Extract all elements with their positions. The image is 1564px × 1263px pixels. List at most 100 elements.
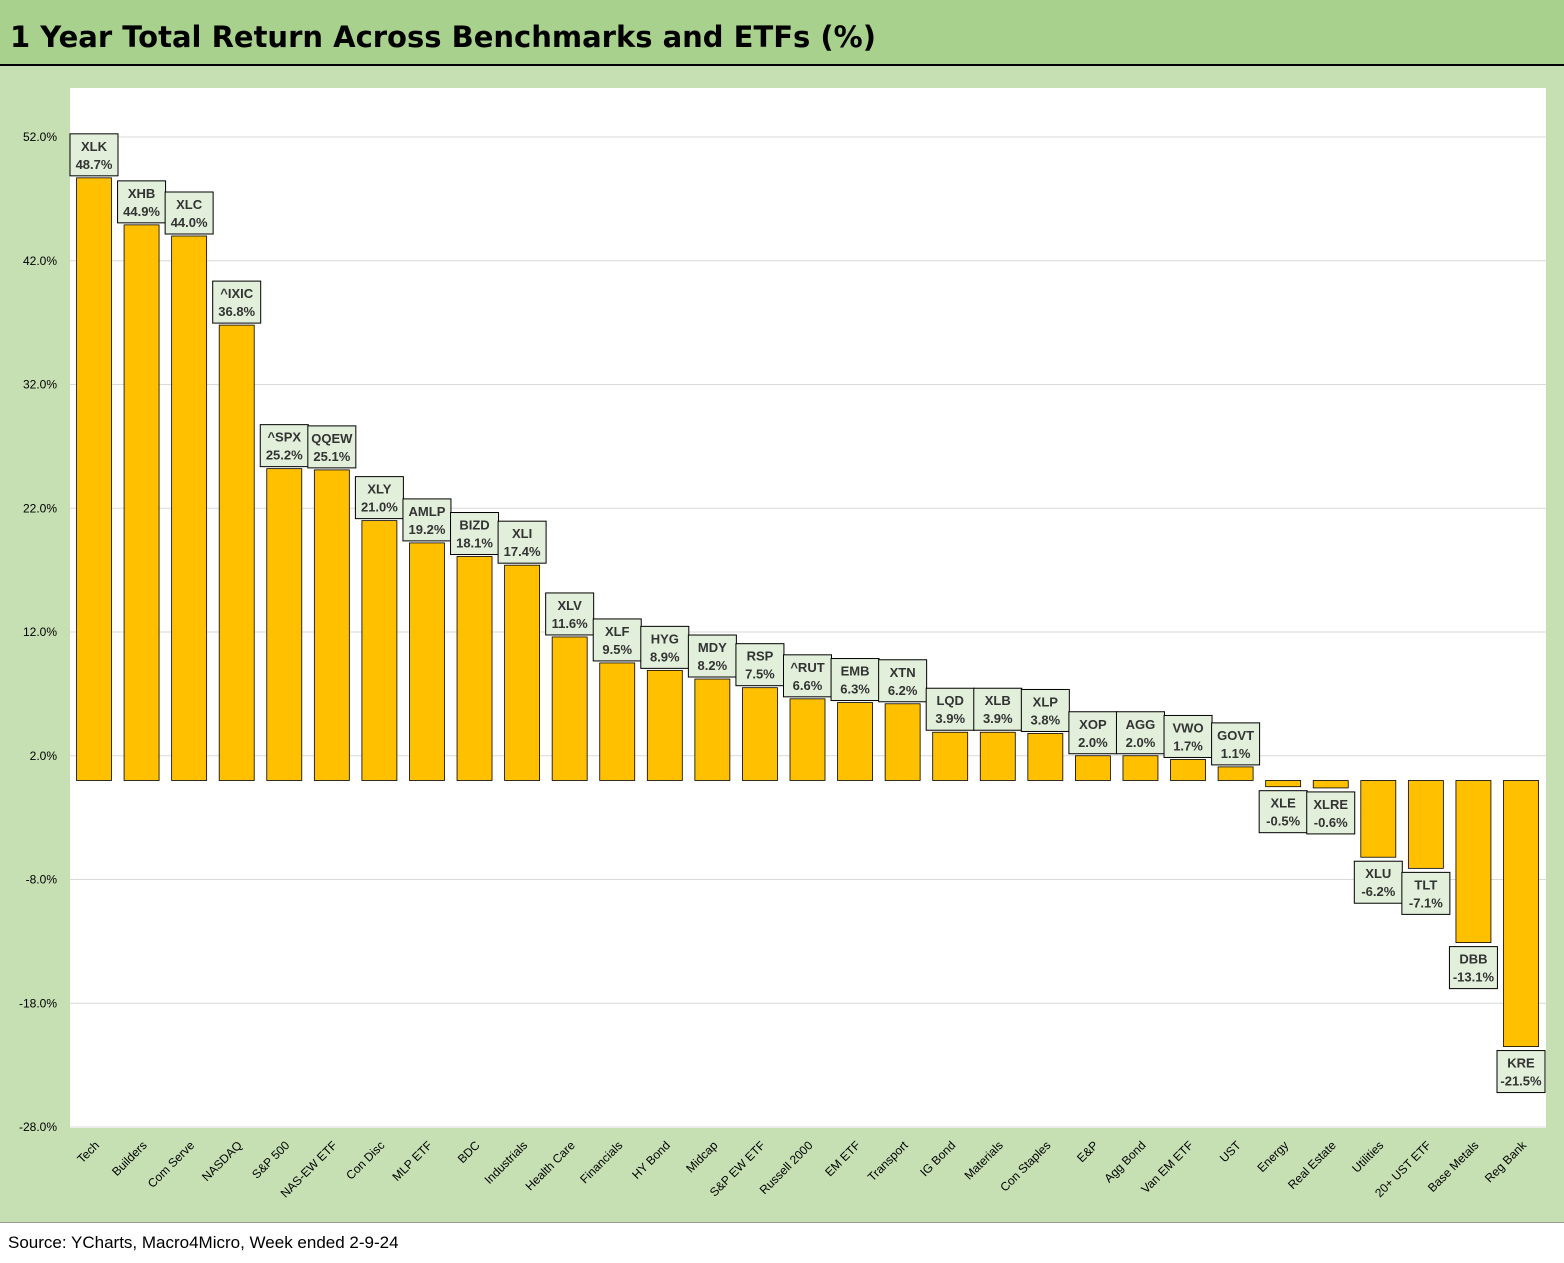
data-label: GOVT 1.1%: [1211, 722, 1261, 766]
bar: [1360, 780, 1397, 858]
y-tick-label: 12.0%: [23, 625, 57, 639]
y-tick-label: 2.0%: [30, 749, 58, 763]
ticker-label: XLC: [176, 197, 203, 212]
ticker-label: XLE: [1271, 796, 1297, 811]
data-label-box: [1401, 871, 1451, 915]
ticker-label: GOVT: [1217, 728, 1254, 743]
ticker-label: DBB: [1459, 952, 1487, 967]
data-label: XLE -0.5%: [1258, 790, 1308, 834]
bar: [313, 469, 350, 781]
ticker-label: EMB: [841, 664, 870, 679]
x-tick-label: Materials: [962, 1138, 1006, 1182]
data-label-box: [783, 654, 832, 698]
value-label: 2.0%: [1078, 735, 1108, 750]
bar: [1503, 780, 1539, 1047]
bar: [789, 698, 826, 781]
value-label: -0.6%: [1314, 815, 1348, 830]
bar: [1217, 766, 1254, 781]
x-tick-label: Midcap: [683, 1138, 720, 1175]
bar: [1407, 780, 1444, 869]
value-label: 1.1%: [1221, 746, 1251, 761]
bar: [1075, 755, 1111, 781]
data-label: ^RUT 6.6%: [783, 654, 832, 698]
ticker-label: BIZD: [459, 518, 489, 533]
bar: [1170, 759, 1206, 781]
x-tick-label: NASDAQ: [199, 1138, 245, 1184]
ticker-label: HYG: [651, 631, 679, 646]
chart-title: 1 Year Total Return Across Benchmarks an…: [10, 20, 876, 54]
ticker-label: XLF: [605, 624, 630, 639]
data-label: XLI 17.4%: [497, 520, 547, 564]
value-label: 44.0%: [171, 215, 208, 230]
data-label: XHB 44.9%: [117, 180, 167, 224]
x-tick-label: UST: [1217, 1138, 1244, 1165]
bar: [409, 542, 445, 781]
data-label: ^IXIC 36.8%: [212, 280, 262, 324]
value-label: 19.2%: [409, 522, 446, 537]
x-tick-label: Health Care: [523, 1138, 578, 1193]
x-tick-label: E&P: [1074, 1138, 1101, 1165]
ticker-label: AGG: [1126, 717, 1156, 732]
data-label: KRE -21.5%: [1496, 1050, 1546, 1094]
bar: [646, 669, 683, 781]
bar: [932, 731, 969, 781]
x-tick-label: MLP ETF: [390, 1138, 436, 1184]
data-label: XLV 11.6%: [545, 592, 595, 636]
ticker-label: XTN: [890, 665, 916, 680]
x-tick-label: Con Disc: [343, 1138, 387, 1182]
y-tick-label: 42.0%: [23, 254, 57, 268]
x-tick-label: Industrials: [482, 1138, 531, 1187]
bar: [123, 224, 160, 781]
ticker-label: ^IXIC: [220, 286, 253, 301]
data-label-box: [735, 643, 785, 687]
data-label-box: [830, 658, 880, 702]
bar: [551, 636, 588, 781]
bar: [1265, 780, 1302, 788]
bar: [218, 324, 255, 781]
x-tick-label: BDC: [455, 1138, 483, 1166]
x-tick-label: Utilities: [1349, 1138, 1386, 1175]
value-label: 17.4%: [504, 544, 541, 559]
data-label: HYG 8.9%: [640, 625, 690, 669]
x-tick-label: Base Metals: [1425, 1138, 1482, 1195]
ticker-label: QQEW: [311, 431, 353, 446]
data-label: XLU -6.2%: [1353, 860, 1403, 904]
data-label: TLT -7.1%: [1401, 871, 1451, 915]
data-label: DBB -13.1%: [1448, 946, 1498, 990]
source-note: Source: YCharts, Macro4Micro, Week ended…: [8, 1233, 399, 1252]
ticker-label: MDY: [698, 640, 727, 655]
bar: [1122, 755, 1159, 781]
data-label: XLP 3.8%: [1020, 688, 1070, 732]
value-label: -7.1%: [1409, 895, 1443, 910]
data-label: QQEW 25.1%: [307, 425, 357, 469]
value-label: 11.6%: [552, 616, 589, 631]
bar: [171, 235, 208, 781]
data-label-box: [354, 476, 404, 520]
data-label-box: [450, 512, 500, 556]
data-label-box: [878, 659, 928, 703]
value-label: 25.2%: [266, 448, 303, 463]
data-label-box: [1353, 860, 1403, 904]
ticker-label: VWO: [1173, 720, 1204, 735]
chart-frame: 1 Year Total Return Across Benchmarks an…: [0, 0, 1564, 1222]
data-label-box: [212, 280, 262, 324]
y-tick-label: 52.0%: [23, 130, 57, 144]
value-label: 2.0%: [1126, 735, 1156, 750]
x-tick-label: Reg Bank: [1482, 1138, 1530, 1186]
data-label-box: [1020, 688, 1070, 732]
value-label: 48.7%: [76, 157, 113, 172]
x-tick-label: Financials: [577, 1138, 625, 1186]
value-label: 6.6%: [793, 678, 823, 693]
ticker-label: ^SPX: [267, 430, 301, 445]
value-label: 6.3%: [840, 682, 870, 697]
data-label: AGG 2.0%: [1115, 711, 1165, 755]
data-label-box: [69, 133, 119, 177]
data-label-box: [259, 424, 309, 468]
data-label: RSP 7.5%: [735, 643, 785, 687]
value-label: 8.2%: [698, 658, 728, 673]
x-tick-label: EM ETF: [822, 1138, 863, 1179]
data-label-box: [545, 592, 595, 636]
data-label: MDY 8.2%: [687, 634, 737, 678]
data-label-box: [1306, 791, 1356, 835]
value-label: 3.8%: [1031, 712, 1061, 727]
